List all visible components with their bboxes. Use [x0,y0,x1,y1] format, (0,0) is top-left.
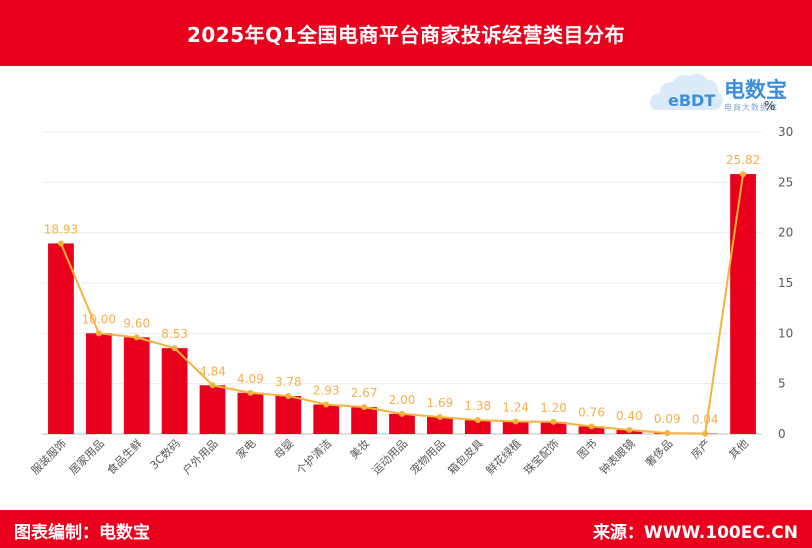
bar [275,395,302,434]
bar [578,426,605,434]
bar [540,421,567,434]
line-point [436,413,443,420]
x-tick-label: 运动用品 [370,437,410,477]
line-point [285,392,292,399]
x-tick-label: 房产 [688,436,713,461]
page-title: 2025年Q1全国电商平台商家投诉经营类目分布 [186,22,626,47]
line-point [133,334,140,341]
x-tick-label: 美妆 [347,437,372,462]
logo-name: 电数宝 [724,78,787,102]
data-label: 25.82 [726,153,760,167]
data-label: 0.40 [616,409,643,423]
footer-source: 来源：WWW.100EC.CN [592,523,798,543]
bar [48,243,74,434]
combo-chart: 0 5 10 15 20 25 30% 18.93 10.00 9.60 8.53 4.84 4.09 3… [28,99,793,477]
bar [313,404,340,434]
bar [389,413,415,434]
bar [161,348,188,434]
y-tick-label: 15 [778,276,793,290]
data-label: 2.67 [351,386,378,400]
data-label: 3.78 [275,375,302,389]
footer-credit: 图表编制：电数宝 [14,523,150,543]
cloud-icon: eBDT [650,73,723,110]
line-point [95,330,102,337]
x-tick-label: 居家用品 [66,436,107,477]
line-point [57,240,64,247]
line-point [740,171,747,178]
data-label: 9.60 [123,316,150,330]
logo-mark: eBDT [668,91,715,110]
data-label: 2.93 [313,384,340,398]
x-tick-label: 3C数码 [148,437,183,472]
line-point [247,389,254,396]
y-tick-label: 30 [778,125,793,139]
y-tick-label: 10 [778,326,793,340]
x-tick-label: 食品生鲜 [104,436,145,477]
footer-bar: 图表编制：电数宝 来源：WWW.100EC.CN [0,510,812,548]
y-tick-label: 5 [778,377,786,391]
line-point [588,423,595,430]
line-point [209,382,216,389]
line-point [474,417,481,424]
line-point [171,345,178,352]
line-point [361,404,368,411]
data-label: 0.09 [654,412,681,426]
y-tick-label: 0 [778,427,786,441]
bar [199,385,226,434]
data-label: 0.76 [578,405,605,419]
bar [123,337,150,434]
bar [427,416,453,434]
logo-subtitle: 电商大数据库 [724,103,778,112]
data-label: 10.00 [82,312,116,326]
x-tick-label: 其他 [726,437,751,462]
y-tick-label: 25 [778,175,793,189]
data-label: 18.93 [44,222,78,236]
data-label: 4.84 [199,364,226,378]
title-bar: 2025年Q1全国电商平台商家投诉经营类目分布 [0,0,812,66]
x-tick-label: 钟表眼镜 [596,436,637,477]
line-point [702,430,709,437]
y-tick-label: 20 [778,226,793,240]
x-tick-label: 鲜花绿植 [483,436,524,477]
line-point [626,426,633,433]
data-label: 4.09 [237,372,264,386]
x-tick-label: 服装服饰 [28,436,69,477]
bar [464,420,491,434]
x-tick-label: 家电 [233,436,258,461]
x-tick-label: 宠物用品 [407,436,448,477]
line-point [399,410,405,417]
data-label: 0.04 [692,413,719,427]
x-tick-label: 箱包皮具 [445,436,486,477]
x-tick-label: 户外用品 [180,436,221,477]
data-label: 1.24 [502,401,529,415]
x-tick-label: 珠宝配饰 [521,436,562,477]
line-point [664,430,671,437]
data-label: 1.38 [464,399,491,413]
bar [85,333,112,434]
data-label: 1.69 [427,396,454,410]
bar [730,174,756,434]
bar [237,392,264,434]
x-tick-label: 个护清洁 [293,436,334,477]
y-axis-unit: % [764,99,775,113]
x-tick-label: 母婴 [272,437,297,462]
data-label: 8.53 [161,327,188,341]
line-point [512,418,519,425]
x-tick-label: 奢侈品 [642,436,675,469]
bar [502,421,529,434]
data-label: 2.00 [389,393,416,407]
x-tick-label: 图书 [575,437,600,462]
line-point [323,401,330,408]
line-point [550,418,557,425]
data-label: 1.20 [540,401,567,415]
bar [351,407,377,434]
